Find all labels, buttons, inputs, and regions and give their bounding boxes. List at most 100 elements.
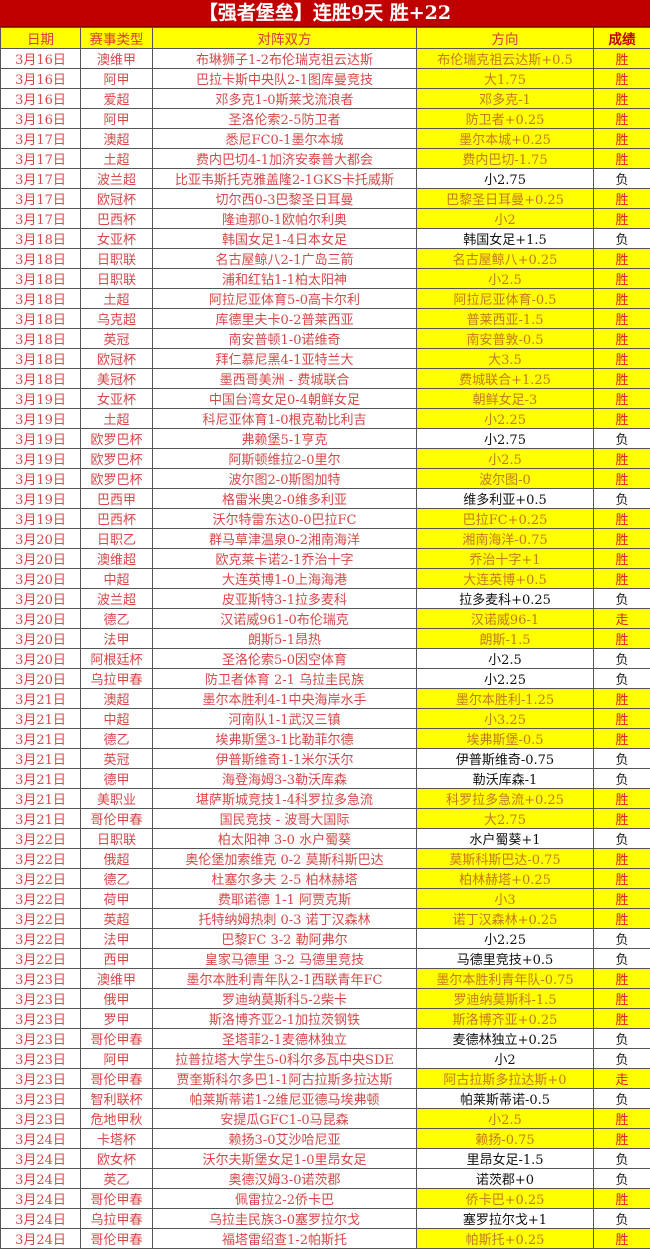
- cell-result: 胜: [594, 989, 650, 1009]
- cell-type: 美冠杯: [81, 369, 153, 389]
- cell-date: 3月18日: [1, 349, 81, 369]
- cell-direction: 阿古拉斯多拉达斯+0: [417, 1069, 594, 1089]
- cell-type: 法甲: [81, 629, 153, 649]
- cell-match: 弗赖堡5-1亨克: [153, 429, 417, 449]
- cell-result: 负: [594, 1169, 650, 1189]
- cell-result: 胜: [594, 269, 650, 289]
- cell-match: 奥德汉姆3-0诺茨郡: [153, 1169, 417, 1189]
- cell-type: 澳维甲: [81, 49, 153, 69]
- cell-direction: 莫斯科斯巴达-0.75: [417, 849, 594, 869]
- cell-type: 阿甲: [81, 69, 153, 89]
- cell-match: 沃尔夫斯堡女足1-0里昂女足: [153, 1149, 417, 1169]
- cell-direction: 小2: [417, 1049, 594, 1069]
- cell-result: 负: [594, 829, 650, 849]
- cell-date: 3月19日: [1, 429, 81, 449]
- cell-result: 胜: [594, 549, 650, 569]
- cell-type: 卡塔杯: [81, 1129, 153, 1149]
- cell-type: 智利联杯: [81, 1089, 153, 1109]
- cell-result: 胜: [594, 1009, 650, 1029]
- cell-date: 3月17日: [1, 149, 81, 169]
- cell-match: 杜塞尔多夫 2-5 柏林赫塔: [153, 869, 417, 889]
- cell-match: 乌拉圭民族3-0塞罗拉尔戈: [153, 1209, 417, 1229]
- cell-result: 胜: [594, 889, 650, 909]
- cell-match: 贾奎斯科尔多巴1-1阿古拉斯多拉达斯: [153, 1069, 417, 1089]
- cell-type: 澳维超: [81, 549, 153, 569]
- cell-date: 3月24日: [1, 1209, 81, 1229]
- cell-direction: 诺茨郡+0: [417, 1169, 594, 1189]
- cell-direction: 科罗拉多急流+0.25: [417, 789, 594, 809]
- cell-direction: 小2.25: [417, 409, 594, 429]
- cell-match: 皇家马德里 3-2 马德里竞技: [153, 949, 417, 969]
- cell-direction: 小2.75: [417, 429, 594, 449]
- cell-direction: 诺丁汉森林+0.25: [417, 909, 594, 929]
- cell-type: 土超: [81, 289, 153, 309]
- cell-type: 美职业: [81, 789, 153, 809]
- cell-result: 胜: [594, 369, 650, 389]
- cell-type: 罗甲: [81, 1009, 153, 1029]
- cell-direction: 里昂女足-1.5: [417, 1149, 594, 1169]
- cell-direction: 布伦瑞克祖云达斯+0.5: [417, 49, 594, 69]
- cell-type: 英乙: [81, 1169, 153, 1189]
- cell-date: 3月23日: [1, 1089, 81, 1109]
- cell-direction: 大2.75: [417, 809, 594, 829]
- cell-direction: 埃弗斯堡-0.5: [417, 729, 594, 749]
- cell-date: 3月22日: [1, 909, 81, 929]
- cell-result: 胜: [594, 1189, 650, 1209]
- cell-match: 国民竞技 - 波哥大国际: [153, 809, 417, 829]
- cell-date: 3月22日: [1, 949, 81, 969]
- cell-date: 3月16日: [1, 49, 81, 69]
- cell-type: 德乙: [81, 869, 153, 889]
- cell-match: 南安普顿1-0诺维奇: [153, 329, 417, 349]
- cell-type: 女亚杯: [81, 389, 153, 409]
- cell-result: 负: [594, 1049, 650, 1069]
- cell-match: 安提瓜GFC1-0马昆森: [153, 1109, 417, 1129]
- cell-direction: 帕斯托+0.25: [417, 1229, 594, 1249]
- header-match: 对阵双方: [153, 28, 417, 49]
- cell-type: 巴西杯: [81, 509, 153, 529]
- cell-result: 胜: [594, 309, 650, 329]
- cell-match: 佩雷拉2-2侨卡巴: [153, 1189, 417, 1209]
- cell-match: 埃弗斯堡3-1比勒菲尔德: [153, 729, 417, 749]
- cell-result: 胜: [594, 409, 650, 429]
- cell-match: 切尔西0-3巴黎圣日耳曼: [153, 189, 417, 209]
- cell-match: 奥伦堡加索维克 0-2 莫斯科斯巴达: [153, 849, 417, 869]
- cell-result: 胜: [594, 1129, 650, 1149]
- cell-type: 欧冠杯: [81, 349, 153, 369]
- cell-match: 库德里夫卡0-2普莱西亚: [153, 309, 417, 329]
- cell-match: 圣洛伦索5-0因空体育: [153, 649, 417, 669]
- cell-match: 韩国女足1-4日本女足: [153, 229, 417, 249]
- cell-type: 澳维甲: [81, 969, 153, 989]
- cell-result: 胜: [594, 1229, 650, 1249]
- cell-type: 乌克超: [81, 309, 153, 329]
- cell-type: 乌拉甲春: [81, 1209, 153, 1229]
- cell-direction: 南安普敦-0.5: [417, 329, 594, 349]
- cell-date: 3月18日: [1, 269, 81, 289]
- cell-match: 斯洛博齐亚2-1加拉茨钢铁: [153, 1009, 417, 1029]
- cell-date: 3月17日: [1, 189, 81, 209]
- cell-type: 欧罗巴杯: [81, 469, 153, 489]
- cell-match: 科尼亚体育1-0根克勒比利吉: [153, 409, 417, 429]
- cell-match: 巴拉卡斯中央队2-1图库曼竞技: [153, 69, 417, 89]
- cell-result: 负: [594, 929, 650, 949]
- cell-result: 负: [594, 169, 650, 189]
- cell-direction: 费城联合+1.25: [417, 369, 594, 389]
- cell-match: 墨西哥美洲 - 费城联合: [153, 369, 417, 389]
